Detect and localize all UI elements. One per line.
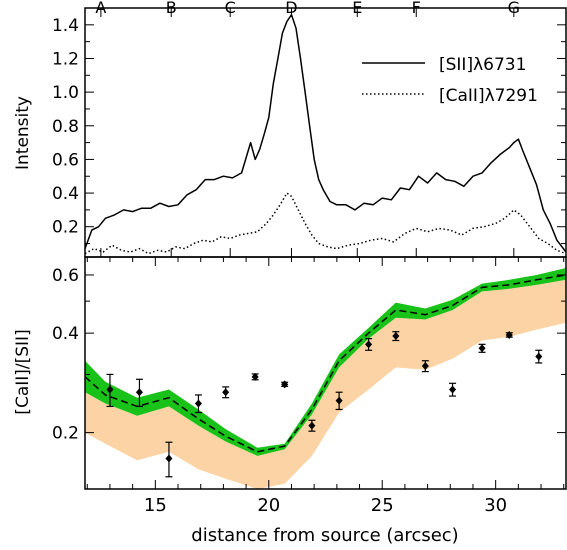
ratio-data-point — [281, 380, 289, 389]
region-marker-label: A — [95, 0, 106, 17]
ratio-data-point — [135, 388, 143, 397]
ratio-y-tick-label: 0.2 — [52, 424, 79, 444]
x-axis-label: distance from source (arcsec) — [191, 525, 458, 546]
ratio-data-point — [392, 332, 400, 341]
ratio-data-point — [365, 340, 373, 349]
ratio-plot-area — [85, 268, 566, 489]
intensity-y-tick-label: 1.0 — [52, 83, 79, 103]
intensity-y-tick-label: 0.8 — [52, 117, 79, 137]
ratio-data-point — [165, 454, 173, 463]
ratio-y-axis-label: [CaII]/[SII] — [13, 329, 33, 414]
intensity-y-tick-label: 1.4 — [52, 16, 79, 36]
ratio-data-point — [505, 330, 513, 339]
ratio-data-points — [106, 330, 543, 478]
x-tick-label: 15 — [144, 495, 167, 516]
intensity-axes: 0.2 0.4 0.6 0.8 1.0 1.2 1.4 A B C D E F G — [52, 0, 566, 257]
region-marker-label: F — [412, 0, 421, 17]
model-uncertainty-band-green — [85, 268, 566, 456]
ratio-data-point — [194, 399, 202, 408]
x-tick-label: 30 — [484, 495, 507, 516]
region-marker-label: D — [285, 0, 297, 17]
region-marker-label: B — [166, 0, 177, 17]
ratio-y-tick-label: 0.4 — [52, 324, 79, 344]
ratio-data-point — [421, 362, 429, 371]
ratio-y-tick-label: 0.6 — [52, 266, 79, 286]
intensity-legend: [SII]λ6731 [CaII]λ7291 — [362, 55, 538, 106]
ratio-data-point — [106, 385, 114, 394]
intensity-y-tick-label: 1.2 — [52, 49, 79, 69]
ratio-panel-frame — [84, 256, 567, 490]
ratio-data-point — [449, 385, 457, 394]
model-ratio-dashed-line — [85, 274, 566, 453]
intensity-panel-frame — [84, 7, 567, 258]
ratio-axes: 0.2 0.4 0.6 15 20 25 30 — [52, 257, 566, 516]
region-marker-label: G — [508, 0, 520, 17]
region-marker-label: E — [352, 0, 362, 17]
model-uncertainty-band-orange — [85, 279, 566, 489]
intensity-panel: 0.2 0.4 0.6 0.8 1.0 1.2 1.4 A B C D E F G Intensity [… — [13, 0, 567, 258]
legend-label-sii: [SII]λ6731 — [439, 55, 526, 75]
intensity-y-tick-label: 0.4 — [52, 184, 79, 204]
ratio-data-point — [535, 352, 543, 361]
intensity-y-axis-label: Intensity — [13, 96, 33, 170]
intensity-y-tick-label: 0.6 — [52, 150, 79, 170]
sii-intensity-line — [84, 13, 567, 253]
caii-intensity-line — [84, 192, 567, 255]
intensity-y-tick-label: 0.2 — [52, 218, 79, 238]
ratio-data-point — [251, 372, 259, 381]
legend-label-caii: [CaII]λ7291 — [439, 86, 538, 106]
intensity-plot-area — [84, 13, 567, 255]
ratio-data-point — [222, 388, 230, 397]
x-tick-label: 25 — [371, 495, 394, 516]
ratio-data-point — [308, 421, 316, 430]
ratio-data-point — [478, 344, 486, 353]
ratio-data-point — [335, 396, 343, 405]
x-tick-label: 20 — [257, 495, 280, 516]
region-marker-label: C — [225, 0, 236, 17]
ratio-panel: 0.2 0.4 0.6 15 20 25 30 [CaII]/[SII] distance … — [13, 256, 567, 546]
